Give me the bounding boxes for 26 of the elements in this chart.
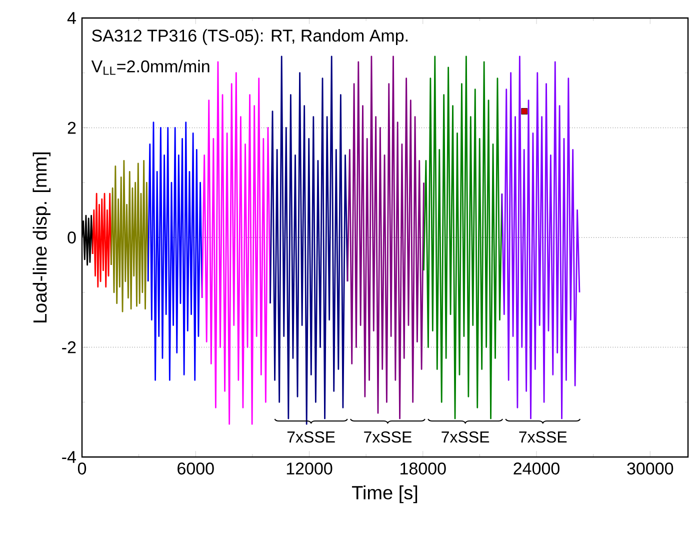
annotation: 7xSSE <box>519 431 567 443</box>
y-tick-label: 0 <box>68 231 76 244</box>
annotation: 7xSSE <box>287 431 335 443</box>
y-tick-label: -4 <box>62 451 76 463</box>
x-tick-label: 12000 <box>286 462 332 475</box>
annotation: 7xSSE <box>364 431 412 443</box>
text: SA312 TP316 (TS-05): RT, Random Amp. <box>92 29 408 46</box>
x-tick-label: 30000 <box>627 462 674 475</box>
x-tick-label: 24000 <box>514 462 560 475</box>
line-series <box>92 192 112 288</box>
x-tick-label: 0 <box>78 462 86 475</box>
line-series <box>346 56 424 420</box>
line-series <box>423 56 503 420</box>
line-series <box>110 160 149 312</box>
x-tick-label: 18000 <box>400 462 446 475</box>
y-tick-label: 4 <box>67 12 76 24</box>
text: V$_{LL}$=2.0mm/min <box>91 60 210 75</box>
line-series <box>501 56 580 420</box>
y-tick-label: 2 <box>68 122 76 134</box>
y-axis-title: Load-line disp. [mm] <box>32 152 50 322</box>
x-axis-title: Time [s] <box>352 485 418 504</box>
y-tick-label: -2 <box>62 341 76 354</box>
x-tick-label: 6000 <box>178 462 214 475</box>
line-series <box>270 56 348 425</box>
annotation: 7xSSE <box>442 431 490 443</box>
line-series <box>147 122 203 381</box>
